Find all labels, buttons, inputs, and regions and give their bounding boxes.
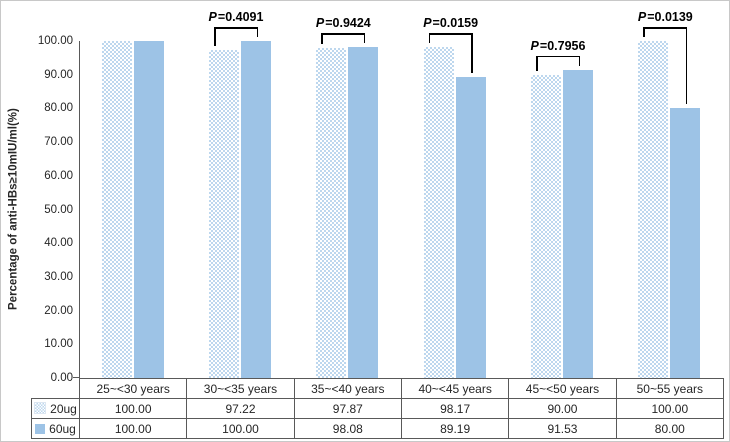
significance-bracket-right-leg [256,27,258,37]
table-corner-empty [32,379,80,399]
y-tick-label: 10.00 [44,338,73,351]
series-row-60ug: 60ug 100.00 100.00 98.08 89.19 91.53 80.00 [31,418,724,439]
y-tick-label: 20.00 [44,304,73,317]
legend-cell-60ug: 60ug [31,418,80,439]
significance-bracket-right-leg [363,33,366,44]
bar-60ug-group1 [133,41,164,378]
bar-20ug-group6 [638,41,669,378]
y-tick-label: 40.00 [44,237,73,250]
category-cell-3: 35~<40 years [293,378,402,399]
value-cell-60ug-3: 98.08 [293,418,402,439]
category-cell-4: 40~<45 years [400,378,510,399]
p-value-symbol: P [637,10,647,24]
series-row-20ug: 20ug 100.00 97.22 97.87 98.17 90.00 100.00 [31,398,724,419]
value-cell-20ug-4: 98.17 [400,398,510,419]
value-cell-60ug-4: 89.19 [400,418,510,439]
legend-cell-20ug: 20ug [31,398,80,419]
p-value-label: P=0.9424 [315,16,371,31]
value-cell-60ug-2: 100.00 [186,418,295,439]
significance-bracket-left-leg [428,33,431,44]
bar-20ug-group1 [101,41,132,378]
significance-bracket-left-leg [321,33,323,45]
p-value-label: P=0.0159 [423,16,479,31]
bar-20ug-group3 [316,48,347,378]
significance-bracket-top [321,33,366,35]
category-cell-6: 50~55 years [615,378,724,399]
p-value-symbol: P [315,16,325,31]
value-cell-20ug-2: 97.22 [186,398,295,419]
category-cell-5: 45~<50 years [508,378,617,399]
significance-bracket-left-leg [214,27,216,47]
value-cell-60ug-1: 100.00 [78,418,188,439]
significance-bracket-top [536,55,580,58]
category-cell-2: 30~<35 years [186,378,295,399]
y-tick-label: 100.00 [37,35,73,47]
p-value-label: P=0.4091 [208,10,264,24]
y-tick-label: 60.00 [44,169,73,182]
p-value-symbol: P [208,10,217,24]
y-tick-label: 70.00 [44,136,73,149]
significance-bracket-top [428,33,473,35]
significance-bracket-left-leg [643,27,645,37]
y-axis-line [79,41,80,378]
significance-bracket-right-leg [471,33,473,74]
bar-20ug-group4 [423,47,454,378]
y-tick-label: 30.00 [44,270,73,283]
legend-label-60ug: 60ug [49,421,76,436]
p-value-symbol: P [530,38,539,53]
significance-bracket-right-leg [685,27,688,105]
value-cell-20ug-3: 97.87 [293,398,402,419]
value-cell-60ug-6: 80.00 [615,418,724,439]
p-value-label: P=0.7956 [530,38,586,53]
y-tick-label: 50.00 [44,203,73,216]
bar-60ug-group4 [455,77,486,378]
value-cell-20ug-6: 100.00 [615,398,724,419]
category-cell-1: 25~<30 years [78,378,188,399]
legend-swatch-60ug [35,423,46,434]
significance-bracket-right-leg [578,55,580,66]
bar-60ug-group5 [563,69,593,378]
y-tick-label: 0.00 [50,372,73,384]
bar-60ug-group2 [241,41,271,378]
bar-60ug-group3 [348,47,379,378]
value-cell-20ug-5: 90.00 [508,398,617,419]
bar-20ug-group5 [531,74,561,378]
significance-bracket-left-leg [536,55,538,71]
y-tick-label: 80.00 [44,102,73,115]
p-value-symbol: P [423,16,432,31]
significance-bracket-top [643,27,688,29]
significance-bracket-top [214,27,258,29]
y-axis-zero-tick [73,377,79,378]
category-row: 25~<30 years 30~<35 years 35~<40 years 40~<… [32,378,724,399]
value-cell-20ug-1: 100.00 [78,398,188,419]
bar-60ug-group6 [670,108,701,378]
legend-label-20ug: 20ug [50,401,77,416]
data-table: 25~<30 years 30~<35 years 35~<40 years 40~<… [31,378,724,439]
legend-swatch-20ug [34,401,47,414]
bar-20ug-group2 [209,50,239,378]
y-tick-label: 90.00 [44,68,73,81]
p-value-label: P=0.0139 [637,10,693,24]
value-cell-60ug-5: 91.53 [508,418,617,439]
